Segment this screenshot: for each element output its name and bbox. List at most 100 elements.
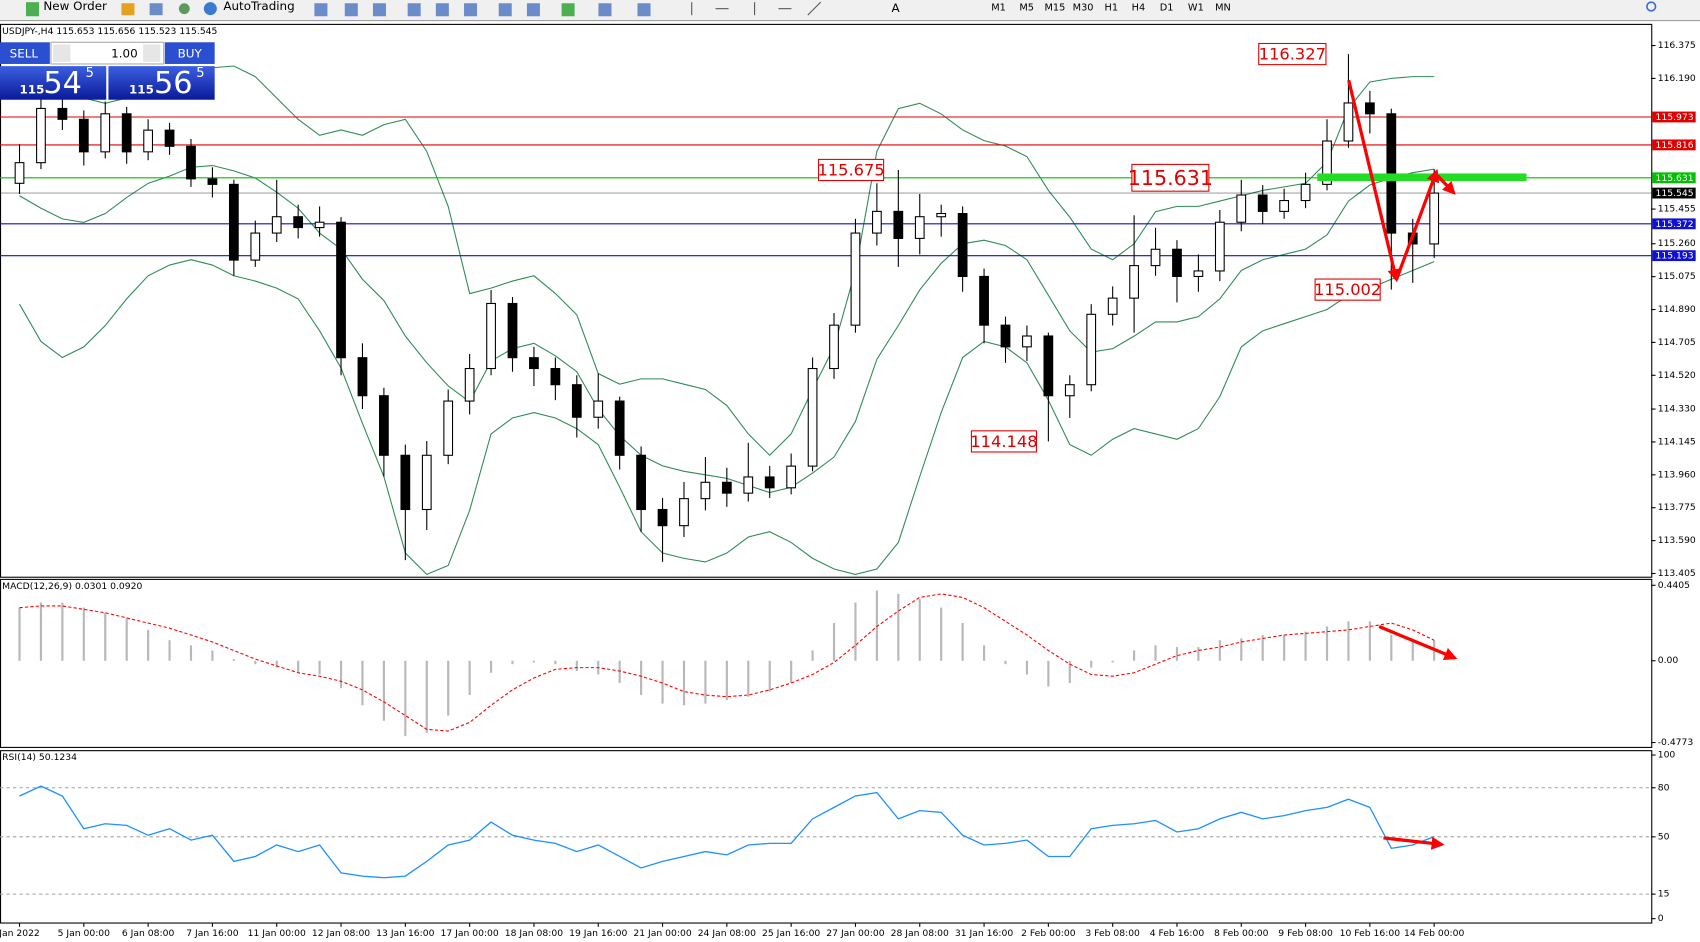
timeframe[interactable]: H4 (1132, 3, 1146, 14)
x-tick-label: 31 Jan 16:00 (955, 928, 1013, 939)
candle-body (1043, 335, 1054, 397)
x-tick-label: 24 Jan 08:00 (698, 928, 756, 939)
timeframe[interactable]: H1 (1105, 3, 1119, 14)
candle-body (1386, 113, 1397, 234)
spin[interactable] (53, 44, 71, 62)
icon (121, 3, 135, 16)
candle-body (764, 476, 775, 489)
candle-body (1364, 102, 1375, 115)
auto-trading[interactable]: AutoTrading (223, 0, 294, 13)
candle-body (807, 367, 818, 467)
candle-body (1107, 297, 1118, 315)
drawn-arrow (1394, 168, 1440, 281)
icon (26, 2, 40, 17)
x-tick-label: 8 Feb 00:00 (1214, 928, 1269, 939)
candle-body (379, 395, 389, 456)
main-panel (0, 23, 1653, 578)
candle-body (872, 210, 882, 234)
candle-body (228, 183, 239, 261)
candle-body (164, 129, 175, 147)
candle-body (14, 162, 25, 184)
buy-label: BUY (178, 47, 203, 61)
level-tag (1652, 250, 1696, 262)
candle-body (893, 210, 904, 239)
candle-body (529, 357, 539, 370)
x-tick-label: 17 Jan 00:00 (440, 928, 498, 939)
panel-title: MACD(12,26,9) 0.0301 0.0920 (2, 581, 142, 592)
bollinger-band (19, 65, 1435, 457)
candle-body (400, 454, 411, 511)
icon (407, 3, 421, 17)
icon (372, 3, 386, 17)
sell-label: SELL (10, 47, 39, 61)
candle-body (550, 367, 561, 386)
panel-title: USDJPY-,H4 115.653 115.656 115.523 115.5… (2, 26, 217, 37)
y-tick-label: 80 (1658, 782, 1670, 793)
candle-body (850, 232, 861, 326)
drawn-arrow (1347, 79, 1401, 283)
ask-box[interactable] (108, 66, 215, 100)
x-tick-label: 2 Feb 00:00 (1021, 928, 1076, 939)
timeframe[interactable]: M30 (1073, 3, 1094, 14)
icon (807, 1, 822, 16)
timeframe[interactable]: MN (1215, 3, 1231, 14)
candle-body (1236, 194, 1247, 223)
level-tag (1652, 218, 1696, 230)
timeframe[interactable]: D1 (1160, 3, 1174, 14)
candle-body (979, 275, 989, 326)
buy-button[interactable] (164, 42, 215, 64)
x-tick-label: 19 Jan 16:00 (569, 928, 627, 939)
lots-input[interactable] (50, 41, 165, 65)
x-tick-label: 18 Jan 08:00 (505, 928, 563, 939)
toolbar: New Order AutoTrading A M1 M5 M15 M30 H1… (0, 0, 1700, 22)
timeframe[interactable]: M15 (1044, 3, 1065, 14)
candle-body (336, 221, 346, 359)
x-tick-label: 6 Jan 08:00 (122, 928, 175, 939)
annotation: 114.148 (970, 432, 1037, 451)
x-tick-label: 14 Feb 00:00 (1404, 928, 1465, 939)
annotation: 115.002 (1314, 280, 1381, 299)
y-tick-label: 0 (1658, 913, 1664, 924)
candle-body (121, 113, 132, 153)
x-tick-label: 5 Jan 00:00 (58, 928, 111, 939)
level-label: 115.193 (1656, 251, 1694, 262)
level-tag (1652, 172, 1696, 184)
candle-body (143, 129, 153, 153)
y-tick-label: 113.405 (1658, 568, 1696, 579)
panel-plot (18, 590, 1436, 737)
annotation-box (1258, 42, 1327, 66)
panel-title: RSI(14) 50.1234 (2, 752, 77, 763)
timeframe[interactable]: M5 (1019, 3, 1034, 14)
icon (637, 3, 651, 17)
drawn-arrow (1383, 836, 1445, 850)
candle-body (314, 221, 325, 229)
y-tick-label: 116.190 (1658, 73, 1696, 84)
spin[interactable] (143, 44, 161, 62)
sell-button[interactable] (0, 42, 50, 64)
candle-body (1429, 192, 1440, 245)
new-order[interactable]: New Order (43, 0, 107, 13)
search-icon[interactable] (1646, 1, 1657, 12)
timeframe[interactable]: W1 (1188, 3, 1204, 14)
y-tick-label: 0.4405 (1658, 580, 1690, 591)
annotation: 115.631 (1128, 166, 1213, 190)
candle-body (78, 118, 89, 153)
level-tag (1652, 111, 1696, 123)
level-label: 115.631 (1656, 173, 1694, 184)
y-tick-label: 113.775 (1658, 502, 1696, 513)
bid-box[interactable] (0, 66, 107, 100)
candle-body (1000, 324, 1011, 348)
candle-body (507, 302, 518, 359)
annotation-box (1131, 163, 1210, 192)
candle-body (1129, 265, 1139, 299)
rsi-line (19, 785, 1435, 879)
annotation-box (970, 430, 1038, 453)
candle-body (464, 367, 475, 402)
x-tick-label: 12 Jan 08:00 (312, 928, 370, 939)
timeframe[interactable]: M1 (991, 3, 1006, 14)
y-tick-label: 115.455 (1658, 204, 1696, 215)
candle-body (593, 400, 604, 418)
zone-bar (1317, 173, 1527, 182)
